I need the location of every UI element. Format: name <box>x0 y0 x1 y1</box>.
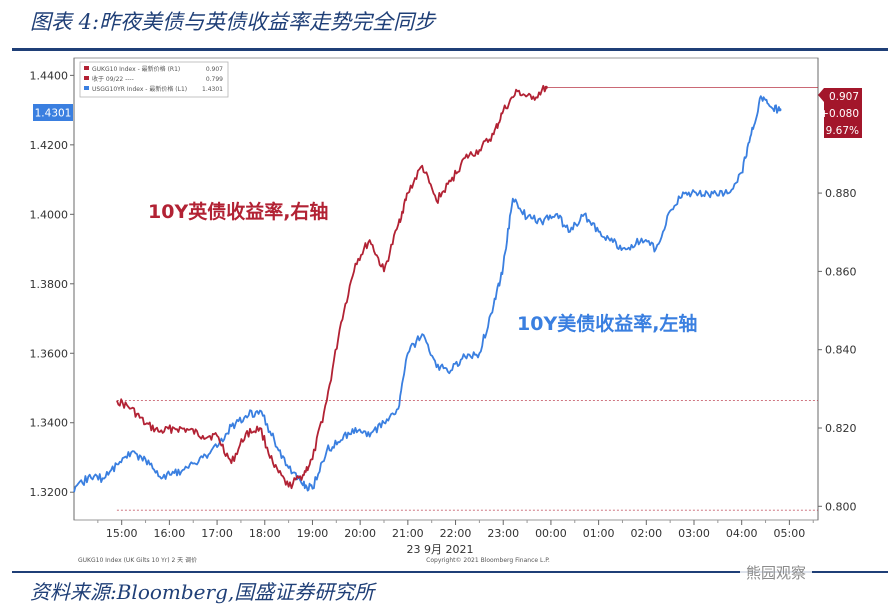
title-rule <box>12 48 888 51</box>
chart-footer-left: GUKG10 Index (UK Gilts 10 Yr) 2 天 调价 <box>78 556 197 564</box>
x-tick-label: 19:00 <box>297 527 329 540</box>
right-tick-label: 0.880 <box>825 187 857 200</box>
x-tick-label: 00:00 <box>535 527 567 540</box>
x-tick-label: 18:00 <box>249 527 281 540</box>
x-axis-date-label: 23 9月 2021 <box>407 543 474 556</box>
x-tick-label: 23:00 <box>487 527 519 540</box>
legend-box: GUKG10 Index - 最新价格 (R1) 0.907 收于 09/22 … <box>79 61 229 98</box>
left-tick-label: 1.4200 <box>30 139 69 152</box>
plot-frame <box>73 57 819 521</box>
chart-footer-copyright: Copyright© 2021 Bloomberg Finance L.P. <box>426 557 550 564</box>
right-value-box: 0.907 +0.080 9.67% <box>818 88 862 138</box>
series-group <box>73 84 782 493</box>
x-axis-ticks: 15:00 16:00 17:00 18:00 19:00 20:00 21:00 22:00… <box>97 520 814 540</box>
left-tick-label: 1.3600 <box>30 347 69 360</box>
annotation-us: 10Y美债收益率,左轴 <box>517 312 697 335</box>
legend-value-uk: 0.907 <box>206 66 223 73</box>
x-tick-label: 20:00 <box>344 527 376 540</box>
legend-value-us: 1.4301 <box>202 86 223 93</box>
x-tick-label: 16:00 <box>154 527 186 540</box>
left-tick-label: 1.3200 <box>30 486 69 499</box>
x-tick-label: 01:00 <box>583 527 615 540</box>
figure-title: 图表 4:昨夜美债与英债收益率走势完全同步 <box>30 10 436 34</box>
right-last-value: 0.907 <box>829 91 859 103</box>
x-tick-label: 15:00 <box>106 527 138 540</box>
left-axis-ticks: 1.3200 1.3400 1.3600 1.3800 1.4000 1.4200 1.44… <box>30 69 74 499</box>
x-tick-label: 21:00 <box>392 527 424 540</box>
x-tick-label: 17:00 <box>201 527 233 540</box>
series-line-us <box>73 95 781 493</box>
left-tick-label: 1.3400 <box>30 417 69 430</box>
left-tick-label: 1.3800 <box>30 278 69 291</box>
legend-value-close: 0.799 <box>206 76 223 83</box>
right-pct-value: 9.67% <box>826 125 859 137</box>
x-tick-label: 02:00 <box>630 527 662 540</box>
x-tick-label: 03:00 <box>678 527 710 540</box>
source-rule <box>12 571 888 573</box>
right-axis-ticks: 0.800 0.820 0.840 0.860 0.880 <box>818 187 857 513</box>
source-note: 资料来源:Bloomberg,国盛证券研究所 <box>30 580 375 604</box>
left-last-value-text: 1.4301 <box>35 108 72 120</box>
annotation-uk: 10Y英债收益率,右轴 <box>148 200 328 223</box>
legend-code-us: USGG10YR Index - 最新价格 (L1) <box>92 85 187 93</box>
reference-lines <box>116 86 818 511</box>
series-endpoint-uk <box>544 85 548 89</box>
x-tick-label: 04:00 <box>726 527 758 540</box>
x-tick-label: 22:00 <box>440 527 472 540</box>
right-tick-label: 0.840 <box>825 344 857 357</box>
watermark: 熊园观察 <box>740 560 813 585</box>
legend-swatch-close <box>84 76 89 80</box>
right-tick-label: 0.820 <box>825 422 857 435</box>
legend-swatch-us <box>84 86 89 90</box>
legend-swatch-uk <box>84 66 89 70</box>
legend-code-close: 收于 09/22 ---- <box>92 75 134 83</box>
right-tick-label: 0.860 <box>825 265 857 278</box>
x-tick-label: 05:00 <box>774 527 806 540</box>
left-tick-label: 1.4000 <box>30 208 69 221</box>
right-tick-label: 0.800 <box>825 500 857 513</box>
series-endpoint-us <box>778 108 782 112</box>
left-last-value-label: 1.4301 <box>33 104 73 121</box>
series-line-uk <box>116 84 548 490</box>
left-tick-label: 1.4400 <box>30 69 69 82</box>
legend-code-uk: GUKG10 Index - 最新价格 (R1) <box>92 65 180 73</box>
right-change-value: +0.080 <box>820 108 859 120</box>
